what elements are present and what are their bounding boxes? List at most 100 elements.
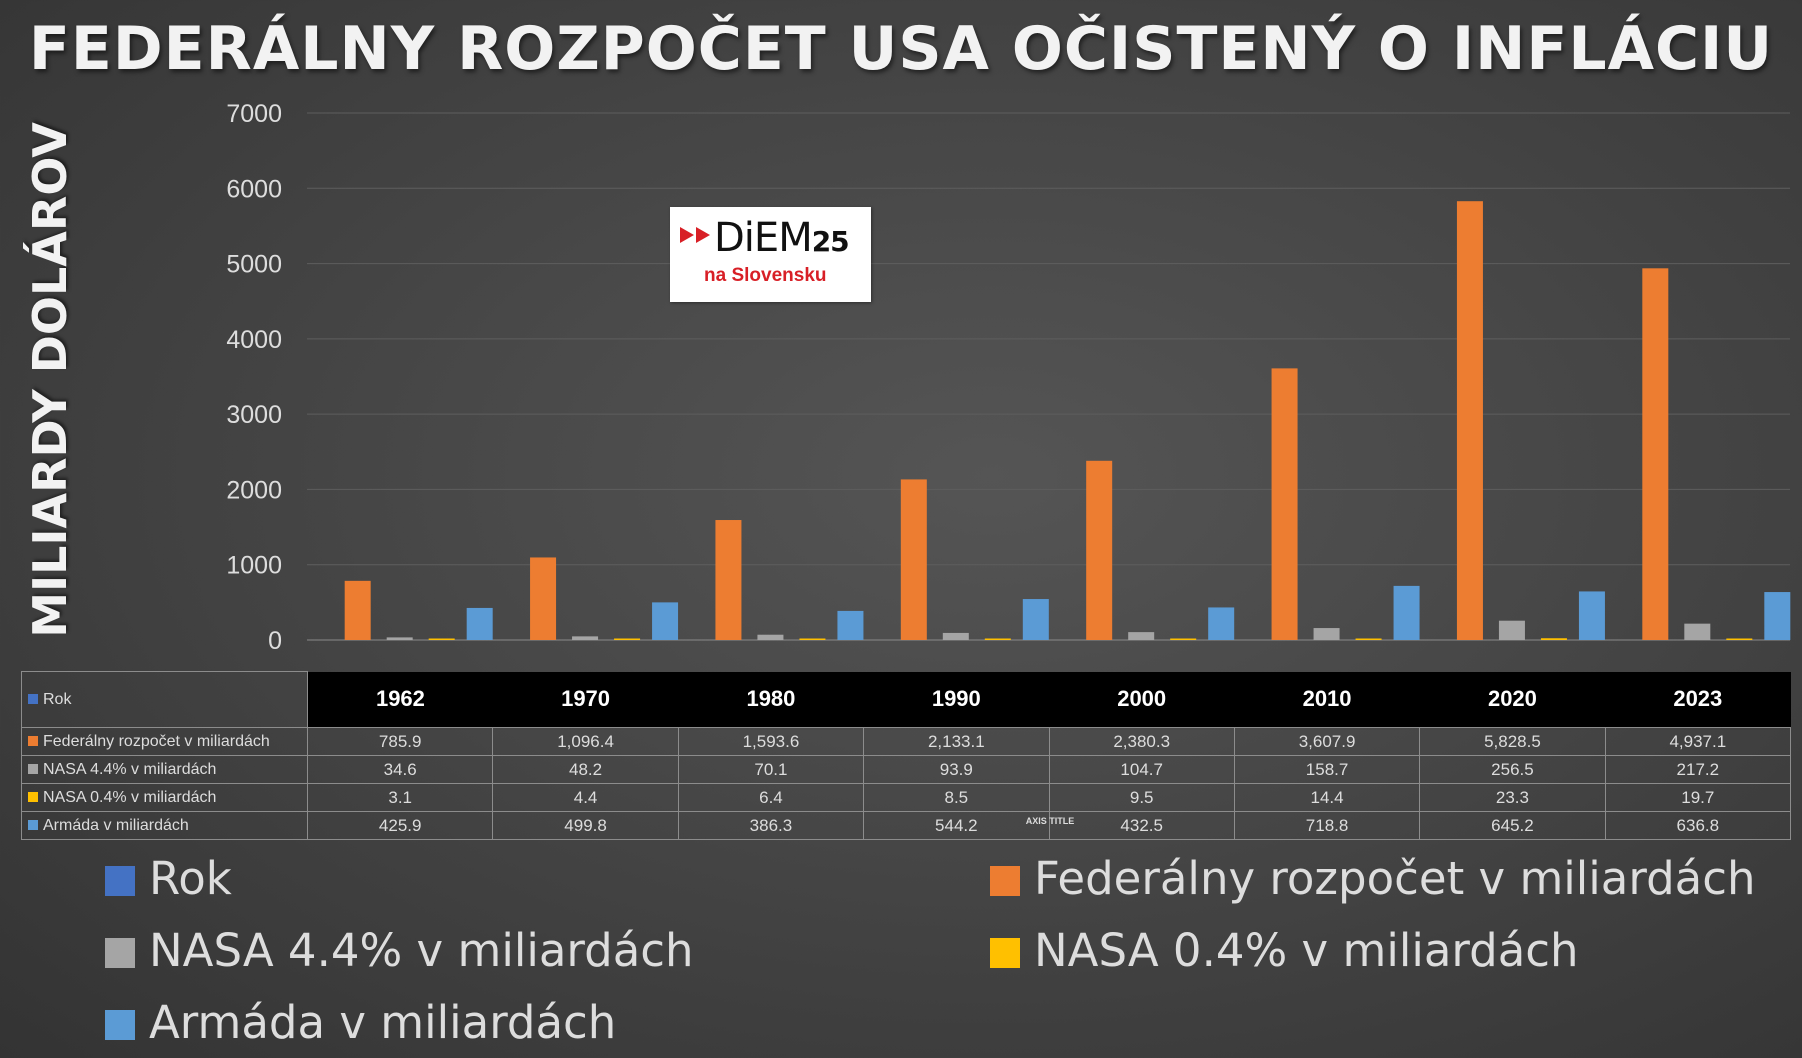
row-label-text: NASA 0.4% v miliardách [43, 788, 217, 806]
category-label: 2010 [1234, 671, 1420, 728]
table-row: NASA 4.4% v miliardách 34.6 48.2 70.1 93.9 10… [21, 755, 1792, 784]
bar-2010-s1 [1271, 368, 1298, 640]
bar-2000-s4 [1208, 607, 1235, 640]
bar-2000-s2 [1128, 632, 1155, 640]
gridlines [307, 112, 1790, 641]
table-cell: 256.5 [1419, 755, 1606, 784]
category-label: 2000 [1049, 671, 1235, 728]
bar-1990-s2 [942, 632, 969, 640]
bar-1962-s4 [466, 607, 493, 640]
row-label: NASA 0.4% v miliardách [21, 783, 308, 812]
bar-1990-s3 [984, 638, 1011, 640]
bar-2020-s4 [1578, 591, 1605, 640]
y-tick-label: 0 [268, 627, 282, 655]
table-cell: 2,133.1 [863, 727, 1050, 756]
table-cell: 5,828.5 [1419, 727, 1606, 756]
category-label: 1990 [863, 671, 1049, 728]
row-label-text: Federálny rozpočet v miliardách [43, 732, 270, 750]
table-cell: 14.4 [1233, 783, 1421, 812]
category-label: 1962 [307, 671, 493, 728]
legend-swatch [990, 866, 1020, 896]
table-row-years: Rok 1962 1970 1980 1990 2000 2010 2020 2023 [21, 671, 1791, 728]
bar-1980-s3 [799, 638, 826, 640]
bar-2000-s1 [1086, 460, 1113, 640]
y-tick-label: 3000 [226, 401, 282, 429]
logo-wordmark: DiEM25 [714, 215, 850, 261]
bar-2023-s2 [1684, 623, 1711, 640]
legend-swatch [105, 938, 135, 968]
bar-1970-s4 [652, 602, 679, 640]
y-tick-label: 7000 [226, 100, 282, 128]
y-ticks: 0 1000 2000 3000 4000 5000 6000 7000 [226, 100, 282, 655]
table-cell: 6.4 [677, 783, 865, 812]
bar-2010-s2 [1313, 628, 1340, 640]
table-cell: 636.8 [1604, 811, 1792, 840]
legend-label: Armáda v miliardách [149, 996, 617, 1049]
table-cell: 23.3 [1419, 783, 1606, 812]
table-cell: 4,937.1 [1604, 727, 1792, 756]
bar-2020-s3 [1540, 638, 1567, 640]
legend-item: Federálny rozpočet v miliardách [990, 852, 1756, 905]
row-label-text: Armáda v miliardách [43, 816, 189, 834]
bar-1962-s3 [428, 638, 455, 640]
table-cell: 425.9 [306, 811, 494, 840]
legend-swatch [105, 866, 135, 896]
logo-number: 25 [811, 225, 850, 258]
chart-title: FEDERÁLNY ROZPOČET USA OČISTENÝ O INFLÁC… [28, 14, 1774, 84]
bar-2023-s4 [1764, 592, 1791, 640]
table-cell: 9.5 [1048, 783, 1235, 812]
table-cell: 544.2 [863, 811, 1050, 840]
table-cell: 386.3 [677, 811, 865, 840]
table-cell: 19.7 [1604, 783, 1792, 812]
y-tick-label: 2000 [226, 476, 282, 504]
table-cell: 8.5 [863, 783, 1050, 812]
row-label-text: NASA 4.4% v miliardách [43, 760, 217, 778]
bar-2010-s4 [1393, 585, 1420, 640]
bar-2023-s3 [1726, 638, 1753, 640]
bar-1980-s4 [837, 610, 864, 640]
legend-label: NASA 0.4% v miliardách [1034, 924, 1579, 977]
table-cell: 499.8 [492, 811, 679, 840]
table-cell: 785.9 [306, 727, 494, 756]
bar-1990-s4 [1022, 599, 1049, 640]
category-label: 2023 [1605, 671, 1791, 728]
bar-2020-s1 [1456, 201, 1483, 641]
x-axis-title: AXIS TITLE [1025, 816, 1075, 826]
bar-1962-s2 [386, 637, 413, 640]
bar-1980-s1 [715, 520, 742, 640]
row-label: Federálny rozpočet v miliardách [21, 727, 308, 756]
table-cell: 158.7 [1233, 755, 1421, 784]
table-cell: 1,593.6 [677, 727, 865, 756]
y-tick-label: 6000 [226, 175, 282, 203]
row-label: Armáda v miliardách [21, 811, 308, 840]
table-cell: 48.2 [492, 755, 679, 784]
legend-label: Rok [149, 852, 232, 905]
bar-1962-s1 [344, 580, 371, 640]
table-cell: 3.1 [306, 783, 494, 812]
bar-2020-s2 [1498, 620, 1525, 640]
table-row: Federálny rozpočet v miliardách 785.9 1,09… [21, 727, 1792, 756]
legend-swatch [990, 938, 1020, 968]
bars [344, 201, 1791, 641]
table-row: Armáda v miliardách 425.9 499.8 386.3 544.2 4… [21, 811, 1792, 840]
category-label: 2020 [1419, 671, 1606, 728]
logo-main-text: DiEM [714, 215, 813, 261]
table-cell: 34.6 [306, 755, 494, 784]
table-cell: 3,607.9 [1233, 727, 1421, 756]
double-arrow-icon [680, 227, 710, 243]
y-tick-label: 4000 [226, 326, 282, 354]
table-cell: 718.8 [1233, 811, 1421, 840]
table-cell: 104.7 [1048, 755, 1235, 784]
row-label: NASA 4.4% v miliardách [21, 755, 308, 784]
legend-swatch [105, 1010, 135, 1040]
bar-1980-s2 [757, 634, 784, 640]
bar-1970-s1 [530, 557, 557, 640]
diem25-logo: DiEM25 na Slovensku [670, 207, 871, 302]
legend-item: NASA 0.4% v miliardách [990, 924, 1579, 977]
legend-label: NASA 4.4% v miliardách [149, 924, 694, 977]
bar-1970-s2 [572, 636, 599, 640]
bar-2023-s1 [1642, 268, 1669, 640]
bar-1990-s1 [900, 479, 927, 640]
legend-item: Rok [105, 852, 232, 905]
